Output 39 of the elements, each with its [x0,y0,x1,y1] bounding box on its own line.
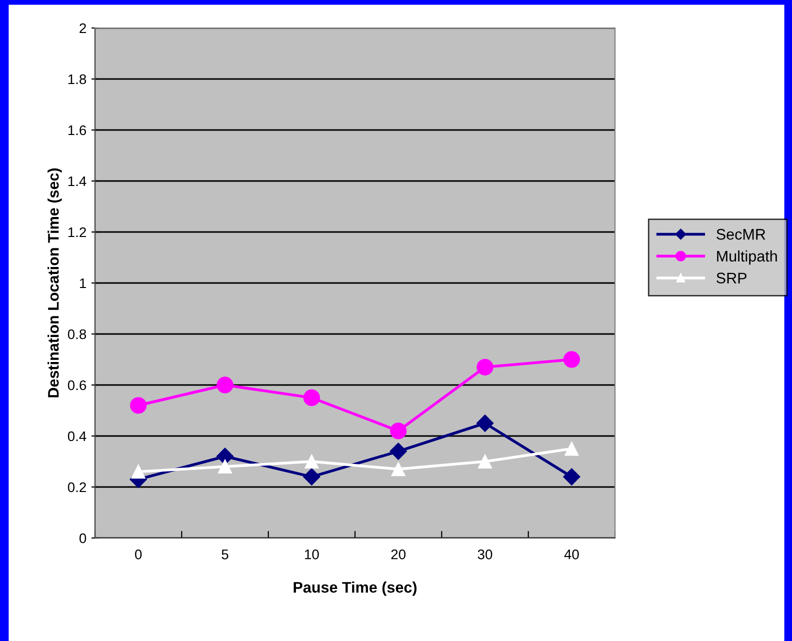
point [303,389,320,406]
x-tick-label: 30 [478,549,492,560]
legend-label: SecMR [716,228,766,240]
y-tick-label: 1.4 [68,176,86,186]
y-tick-label: 1.2 [68,227,86,238]
point [304,454,319,468]
point [476,414,494,432]
point [563,351,580,368]
y-tick-label: 0 [79,533,86,544]
point [216,376,234,394]
y-tick-label: 0.4 [68,431,86,442]
legend-label: SRP [716,272,746,284]
y-tick-label: 1 [80,278,86,288]
x-tick-label: 10 [305,549,319,560]
point [390,422,407,440]
x-axis-title: Pause Time (sec) [294,582,417,596]
point [478,454,492,468]
point [303,468,320,486]
x-tick-label: 40 [564,549,579,560]
y-axis-title: Destination Location Time (sec) [48,168,62,398]
y-tick-label: 1.8 [68,74,86,84]
point [216,448,234,465]
point [131,464,146,479]
point [564,442,579,456]
y-tick-label: 0.2 [68,482,86,492]
x-tick-label: 5 [222,550,228,560]
y-tick-label: 2 [80,23,86,34]
y-tick-label: 0.8 [68,329,86,340]
x-tick-label: 0 [135,549,142,560]
point [563,468,580,486]
y-tick-label: 0.6 [68,380,86,390]
point [390,442,407,460]
x-tick-label: 20 [391,549,406,560]
point [391,462,406,476]
point [476,358,494,376]
point [130,397,147,414]
legend-label: Multipath [717,250,777,265]
y-tick-label: 1.6 [68,125,86,136]
point [218,460,232,474]
